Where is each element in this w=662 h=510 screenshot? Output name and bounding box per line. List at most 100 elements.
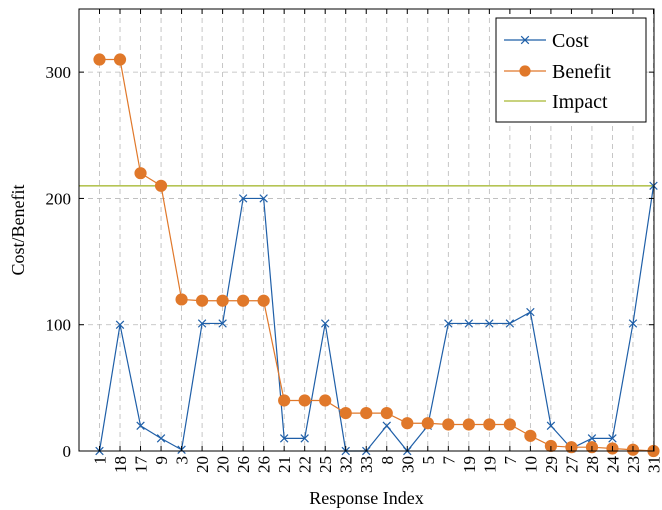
benefit-point: [175, 293, 188, 306]
legend-benefit-marker: [519, 65, 531, 77]
cost-marker-stroke: [382, 421, 391, 430]
cost-marker-stroke: [238, 194, 248, 203]
y-axis-label: Cost/Benefit: [8, 185, 28, 276]
cost-point: [485, 319, 494, 328]
x-tick-label: 17: [132, 456, 151, 474]
x-tick-label: 19: [480, 456, 499, 473]
benefit-point: [113, 53, 127, 66]
cost-point: [444, 319, 453, 328]
cost-marker-stroke: [464, 319, 474, 328]
benefit-point: [360, 407, 373, 420]
legend-cost-label: Cost: [552, 30, 589, 52]
x-tick-label: 31: [645, 456, 662, 473]
cost-marker-stroke: [218, 319, 227, 328]
x-tick-label: 20: [193, 456, 212, 473]
benefit-point: [544, 439, 558, 453]
cost-point: [608, 434, 617, 443]
x-tick-label: 5: [419, 456, 438, 465]
benefit-point: [442, 418, 455, 431]
benefit-point: [503, 418, 516, 431]
x-tick-label: 20: [214, 456, 233, 473]
x-tick-label: 7: [501, 456, 520, 465]
y-tick-label: 200: [46, 189, 72, 208]
legend-impact-label: Impact: [552, 91, 608, 113]
cost-point: [587, 434, 597, 443]
x-tick-label: 29: [542, 456, 561, 473]
cost-series: [95, 181, 658, 456]
benefit-point: [154, 179, 168, 192]
x-tick-label: 1: [91, 456, 110, 465]
benefit-point: [524, 429, 537, 442]
cost-point: [526, 307, 535, 317]
cost-point: [505, 319, 515, 328]
y-tick-label: 0: [63, 442, 72, 461]
x-tick-label: 30: [398, 456, 417, 473]
benefit-point: [134, 167, 147, 180]
x-tick-label: 23: [624, 456, 643, 473]
x-tick-label: 19: [460, 456, 479, 473]
cost-point: [628, 319, 638, 328]
benefit-point: [278, 394, 291, 407]
benefit-point: [462, 418, 475, 431]
benefit-point: [298, 394, 311, 407]
legend-cost-marker-stroke: [520, 35, 530, 45]
cost-marker-stroke: [115, 320, 125, 329]
x-tick-label: 10: [521, 456, 540, 473]
legend-benefit-label: Benefit: [552, 61, 611, 83]
benefit-point: [483, 418, 496, 431]
benefit-point: [401, 417, 414, 430]
cost-marker-stroke: [300, 434, 309, 443]
cost-marker-stroke: [526, 307, 535, 317]
cost-marker-stroke: [279, 434, 289, 443]
x-tick-label: 8: [378, 456, 397, 465]
cost-marker-stroke: [485, 319, 494, 328]
benefit-point: [339, 407, 352, 420]
legend-cost-marker: [520, 35, 530, 45]
cost-point: [320, 319, 330, 328]
x-tick-label: 21: [275, 456, 294, 473]
x-tick-label: 28: [583, 456, 602, 473]
cost-marker-stroke: [197, 319, 207, 328]
benefit-line: [99, 58, 654, 452]
x-tick-label: 26: [255, 456, 274, 473]
x-tick-label: 9: [152, 456, 171, 465]
cost-marker-stroke: [156, 434, 166, 443]
cost-point: [238, 194, 248, 203]
cost-marker-stroke: [587, 434, 597, 443]
cost-line: [98, 185, 655, 452]
x-tick-label: 22: [296, 456, 315, 473]
benefit-point: [380, 407, 393, 420]
benefit-point: [237, 294, 250, 307]
cost-point: [218, 319, 227, 328]
cost-marker-stroke: [136, 421, 145, 430]
x-tick-label: 27: [562, 456, 581, 474]
x-tick-label: 7: [439, 456, 458, 465]
x-tick-label: 24: [603, 456, 622, 474]
legend-item-impact: Impact: [504, 91, 608, 113]
legend-item-benefit: Benefit: [504, 61, 611, 83]
benefit-point: [319, 394, 332, 407]
cost-marker-stroke: [444, 319, 453, 328]
cost-marker-stroke: [505, 319, 515, 328]
cost-marker-stroke: [259, 194, 268, 203]
cost-point: [279, 434, 289, 443]
cost-point: [382, 421, 391, 430]
cost-point: [300, 434, 309, 443]
y-tick-label: 300: [46, 63, 72, 82]
cost-marker-stroke: [320, 319, 330, 328]
cost-point: [136, 421, 145, 430]
benefit-point: [257, 294, 270, 307]
cost-marker-stroke: [628, 319, 638, 328]
x-tick-label: 32: [337, 456, 356, 473]
x-tick-label: 18: [111, 456, 130, 473]
cost-marker-stroke: [608, 434, 617, 443]
cost-point: [156, 434, 166, 443]
cost-point: [546, 421, 556, 430]
benefit-point: [195, 294, 209, 307]
x-tick-label: 33: [357, 456, 376, 473]
benefit-series: [93, 53, 660, 458]
cost-point: [115, 320, 125, 329]
x-tick-label: 26: [234, 456, 253, 473]
